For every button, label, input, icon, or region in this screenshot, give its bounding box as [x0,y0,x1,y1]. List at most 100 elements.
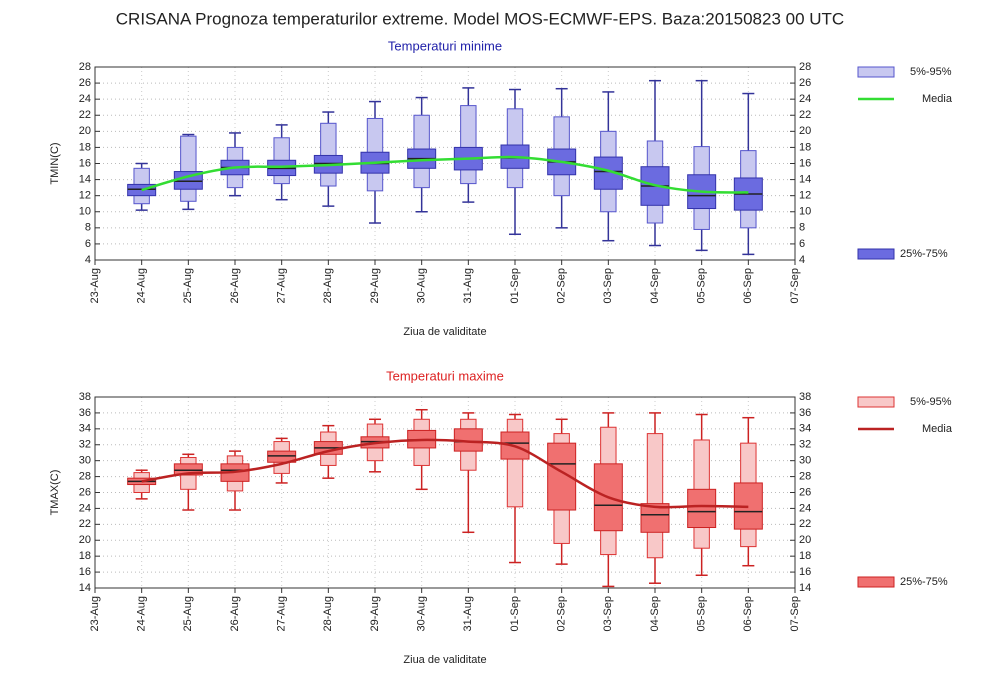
box-5-95 [646,433,664,559]
y-tick-label: 16 [79,157,91,169]
media-line [141,155,749,194]
media-line [141,438,749,509]
box-25-75 [267,450,297,463]
y-tick-label: 6 [85,238,91,250]
y2-tick-label: 32 [799,439,811,451]
y2-tick-label: 20 [799,534,811,546]
x-tick-label: 29-Aug [369,596,381,631]
x-tick-label: 27-Aug [276,268,288,303]
y2-tick-label: 18 [799,141,811,153]
y2-tick-label: 24 [799,93,811,105]
x-tick-label: 24-Aug [136,596,148,631]
legend-label: Media [922,93,953,105]
legend-swatch [857,66,895,78]
y-axis-label: TMAX(C) [49,470,61,516]
x-tick-label: 23-Aug [89,268,101,303]
y2-tick-label: 28 [799,470,811,482]
legend-label: 5%-95% [910,66,952,78]
x-tick-label: 31-Aug [462,596,474,631]
x-tick-label: 01-Sep [509,596,521,631]
y2-tick-label: 4 [799,254,805,266]
x-tick-label: 03-Sep [602,268,614,303]
y-tick-label: 38 [79,391,91,403]
legend-swatch [857,576,895,588]
x-tick-label: 06-Sep [742,268,754,303]
y2-tick-label: 14 [799,582,811,594]
y-tick-label: 22 [79,109,91,121]
y2-tick-label: 38 [799,391,811,403]
y2-tick-label: 14 [799,173,811,185]
y-tick-label: 18 [79,141,91,153]
x-tick-label: 07-Sep [789,596,801,631]
x-tick-label: 07-Sep [789,268,801,303]
y-tick-label: 34 [79,423,91,435]
box-5-95 [320,122,337,187]
y-tick-label: 26 [79,77,91,89]
x-tick-label: 24-Aug [136,268,148,303]
legend-label: 25%-75% [900,576,948,588]
y-axis-label: TMIN(C) [49,142,61,184]
x-tick-label: 02-Sep [556,268,568,303]
x-tick-label: 04-Sep [649,596,661,631]
y2-tick-label: 16 [799,157,811,169]
y-tick-label: 28 [79,61,91,73]
y-tick-label: 14 [79,173,91,185]
y-tick-label: 12 [79,190,91,202]
y2-tick-label: 26 [799,77,811,89]
x-tick-label: 27-Aug [276,596,288,631]
y-tick-label: 36 [79,407,91,419]
y2-tick-label: 36 [799,407,811,419]
x-tick-label: 26-Aug [229,268,241,303]
y-tick-label: 22 [79,518,91,530]
y2-tick-label: 30 [799,455,811,467]
y-tick-label: 18 [79,550,91,562]
x-tick-label: 31-Aug [462,268,474,303]
legend-label: 5%-95% [910,396,952,408]
y2-tick-label: 26 [799,486,811,498]
y-tick-label: 26 [79,486,91,498]
x-tick-label: 02-Sep [556,596,568,631]
y-tick-label: 32 [79,439,91,451]
box-25-75 [687,488,717,529]
y2-tick-label: 34 [799,423,811,435]
x-tick-label: 06-Sep [742,596,754,631]
x-tick-label: 26-Aug [229,596,241,631]
panel-title: Temperaturi maxime [386,368,504,383]
x-tick-label: 28-Aug [322,268,334,303]
x-tick-label: 05-Sep [696,596,708,631]
x-tick-label: 30-Aug [416,596,428,631]
legend-label: 25%-75% [900,248,948,260]
main-title: CRISANA Prognoza temperaturilor extreme.… [116,9,844,28]
y2-tick-label: 20 [799,125,811,137]
x-tick-label: 28-Aug [322,596,334,631]
y-tick-label: 14 [79,582,91,594]
y-tick-label: 20 [79,534,91,546]
box-5-95 [180,135,197,202]
y-tick-label: 24 [79,93,91,105]
x-axis-label: Ziua de validitate [403,326,486,338]
x-tick-label: 03-Sep [602,596,614,631]
panel-title: Temperaturi minime [388,38,502,53]
y-tick-label: 30 [79,455,91,467]
x-tick-label: 01-Sep [509,268,521,303]
x-axis-label: Ziua de validitate [403,654,486,666]
y2-tick-label: 24 [799,502,811,514]
legend-swatch [857,248,895,260]
legend-label: Media [922,423,953,435]
y-tick-label: 24 [79,502,91,514]
y2-tick-label: 6 [799,238,805,250]
x-tick-label: 04-Sep [649,268,661,303]
y2-tick-label: 18 [799,550,811,562]
y2-tick-label: 28 [799,61,811,73]
x-tick-label: 29-Aug [369,268,381,303]
x-tick-label: 25-Aug [182,596,194,631]
plot-frame [94,396,796,589]
y2-tick-label: 10 [799,206,811,218]
y-tick-label: 16 [79,566,91,578]
plot-frame [94,66,796,261]
x-tick-label: 25-Aug [182,268,194,303]
y2-tick-label: 22 [799,109,811,121]
y-tick-label: 4 [85,254,91,266]
x-tick-label: 23-Aug [89,596,101,631]
y2-tick-label: 12 [799,190,811,202]
